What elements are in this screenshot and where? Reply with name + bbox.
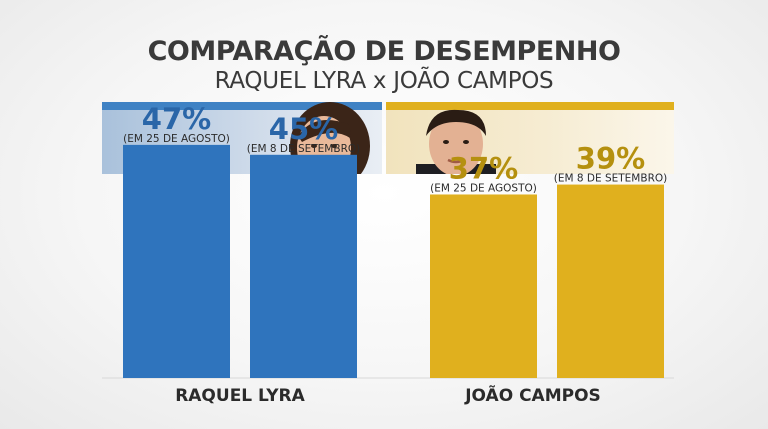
bar-raquel-1	[123, 144, 230, 378]
date-label-joao-2: (EM 8 DE SETEMBRO)	[554, 173, 667, 185]
bar-raquel-2	[250, 154, 357, 378]
date-label-joao-1: (EM 25 DE AGOSTO)	[430, 182, 537, 194]
value-label-joao-1: 37%	[449, 151, 518, 185]
category-label-joao: JOÃO CAMPOS	[465, 386, 601, 406]
value-label-raquel-1: 47%	[142, 102, 211, 136]
joao-portrait-banner	[386, 102, 674, 174]
chart-title: COMPARAÇÃO DE DESEMPENHO	[147, 36, 621, 67]
joao-color-stripe	[386, 102, 674, 110]
value-label-joao-2: 39%	[576, 142, 645, 176]
bar-joao-1	[430, 194, 537, 378]
date-label-raquel-1: (EM 25 DE AGOSTO)	[123, 133, 230, 145]
value-label-raquel-2: 45%	[269, 112, 338, 146]
date-label-raquel-2: (EM 8 DE SETEMBRO)	[247, 143, 360, 155]
joao-portrait-photo	[416, 109, 496, 174]
chart-subtitle: RAQUEL LYRA x JOÃO CAMPOS	[214, 68, 554, 94]
raquel-color-stripe	[102, 102, 382, 110]
bar-joao-2	[557, 184, 664, 378]
category-label-raquel: RAQUEL LYRA	[175, 386, 305, 406]
